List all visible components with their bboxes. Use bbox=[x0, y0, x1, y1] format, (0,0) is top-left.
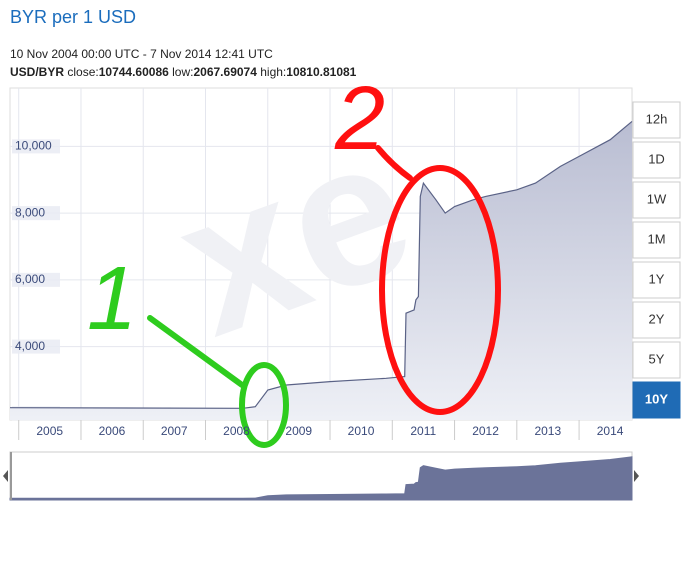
x-tick-label: 2005 bbox=[36, 424, 63, 438]
tick-label-bg bbox=[12, 339, 60, 354]
stat-label: close: bbox=[67, 65, 98, 79]
range-button[interactable] bbox=[632, 381, 681, 419]
annotation: 1 bbox=[87, 249, 137, 349]
tick-label-bg bbox=[12, 272, 60, 287]
stat-value: 2067.69074 bbox=[193, 65, 257, 79]
annotation-stroke bbox=[375, 145, 413, 181]
x-tick-label: 2009 bbox=[285, 424, 312, 438]
x-tick-label: 2010 bbox=[348, 424, 375, 438]
annotation-circle bbox=[239, 362, 289, 448]
range-button-label[interactable]: 1W bbox=[647, 191, 667, 206]
nav-handle[interactable] bbox=[10, 452, 12, 500]
annotation-circle bbox=[379, 165, 501, 415]
stat-label: high: bbox=[260, 65, 286, 79]
navigator-area bbox=[9, 456, 633, 501]
range-button[interactable] bbox=[632, 181, 681, 219]
subtitle: 10 Nov 2004 00:00 UTC - 7 Nov 2014 12:41… bbox=[10, 47, 273, 61]
x-tick-label: 2014 bbox=[597, 424, 624, 438]
tick-label-bg bbox=[12, 139, 60, 154]
x-tick-label: 2013 bbox=[534, 424, 561, 438]
range-button-label[interactable]: 1D bbox=[648, 151, 665, 166]
range-buttons: 12h 1D 1W 1M 1Y 2Y 5Y 10Y bbox=[632, 101, 681, 419]
chart-title: BYR per 1 USD bbox=[10, 7, 136, 27]
stat-value: 10744.60086 bbox=[99, 65, 169, 79]
range-button[interactable] bbox=[632, 341, 681, 379]
range-button-label[interactable]: 10Y bbox=[645, 391, 668, 406]
area-fill bbox=[10, 121, 632, 421]
x-tick-label: 2007 bbox=[161, 424, 188, 438]
range-button-label[interactable]: 5Y bbox=[649, 351, 665, 366]
range-button[interactable] bbox=[632, 101, 681, 139]
y-tick-label: 4,000 bbox=[15, 339, 45, 353]
range-button-label[interactable]: 1M bbox=[647, 231, 665, 246]
stat-value: 10810.81081 bbox=[286, 65, 356, 79]
range-button[interactable] bbox=[632, 261, 681, 299]
annotation: 2 bbox=[334, 69, 385, 169]
x-tick-label: 2011 bbox=[410, 424, 436, 438]
y-tick-label: 6,000 bbox=[15, 272, 45, 286]
nav-arrow[interactable] bbox=[3, 470, 8, 482]
nav-arrow[interactable] bbox=[634, 470, 639, 482]
x-tick-label: 2006 bbox=[99, 424, 126, 438]
x-tick-label: 2008 bbox=[223, 424, 250, 438]
range-button[interactable] bbox=[632, 301, 681, 339]
y-tick-label: 8,000 bbox=[15, 205, 45, 219]
range-button-label[interactable]: 1Y bbox=[649, 271, 665, 286]
annotation-stroke bbox=[147, 315, 245, 388]
navigator-series bbox=[9, 456, 633, 501]
stat-label: low: bbox=[172, 65, 193, 79]
pair: USD/BYR bbox=[10, 65, 64, 79]
annotations: 12 bbox=[87, 69, 501, 448]
range-button[interactable] bbox=[632, 221, 681, 259]
range-button-label[interactable]: 12h bbox=[646, 111, 668, 126]
stats-line: USD/BYR close:10744.60086 low:2067.69074… bbox=[10, 65, 357, 79]
area-line bbox=[9, 120, 633, 409]
range-button[interactable] bbox=[632, 141, 681, 179]
range-button-label[interactable]: 2Y bbox=[649, 311, 665, 326]
y-tick-label: 10,000 bbox=[15, 139, 52, 153]
tick-label-bg bbox=[12, 206, 60, 221]
x-tick-label: 2012 bbox=[472, 424, 499, 438]
